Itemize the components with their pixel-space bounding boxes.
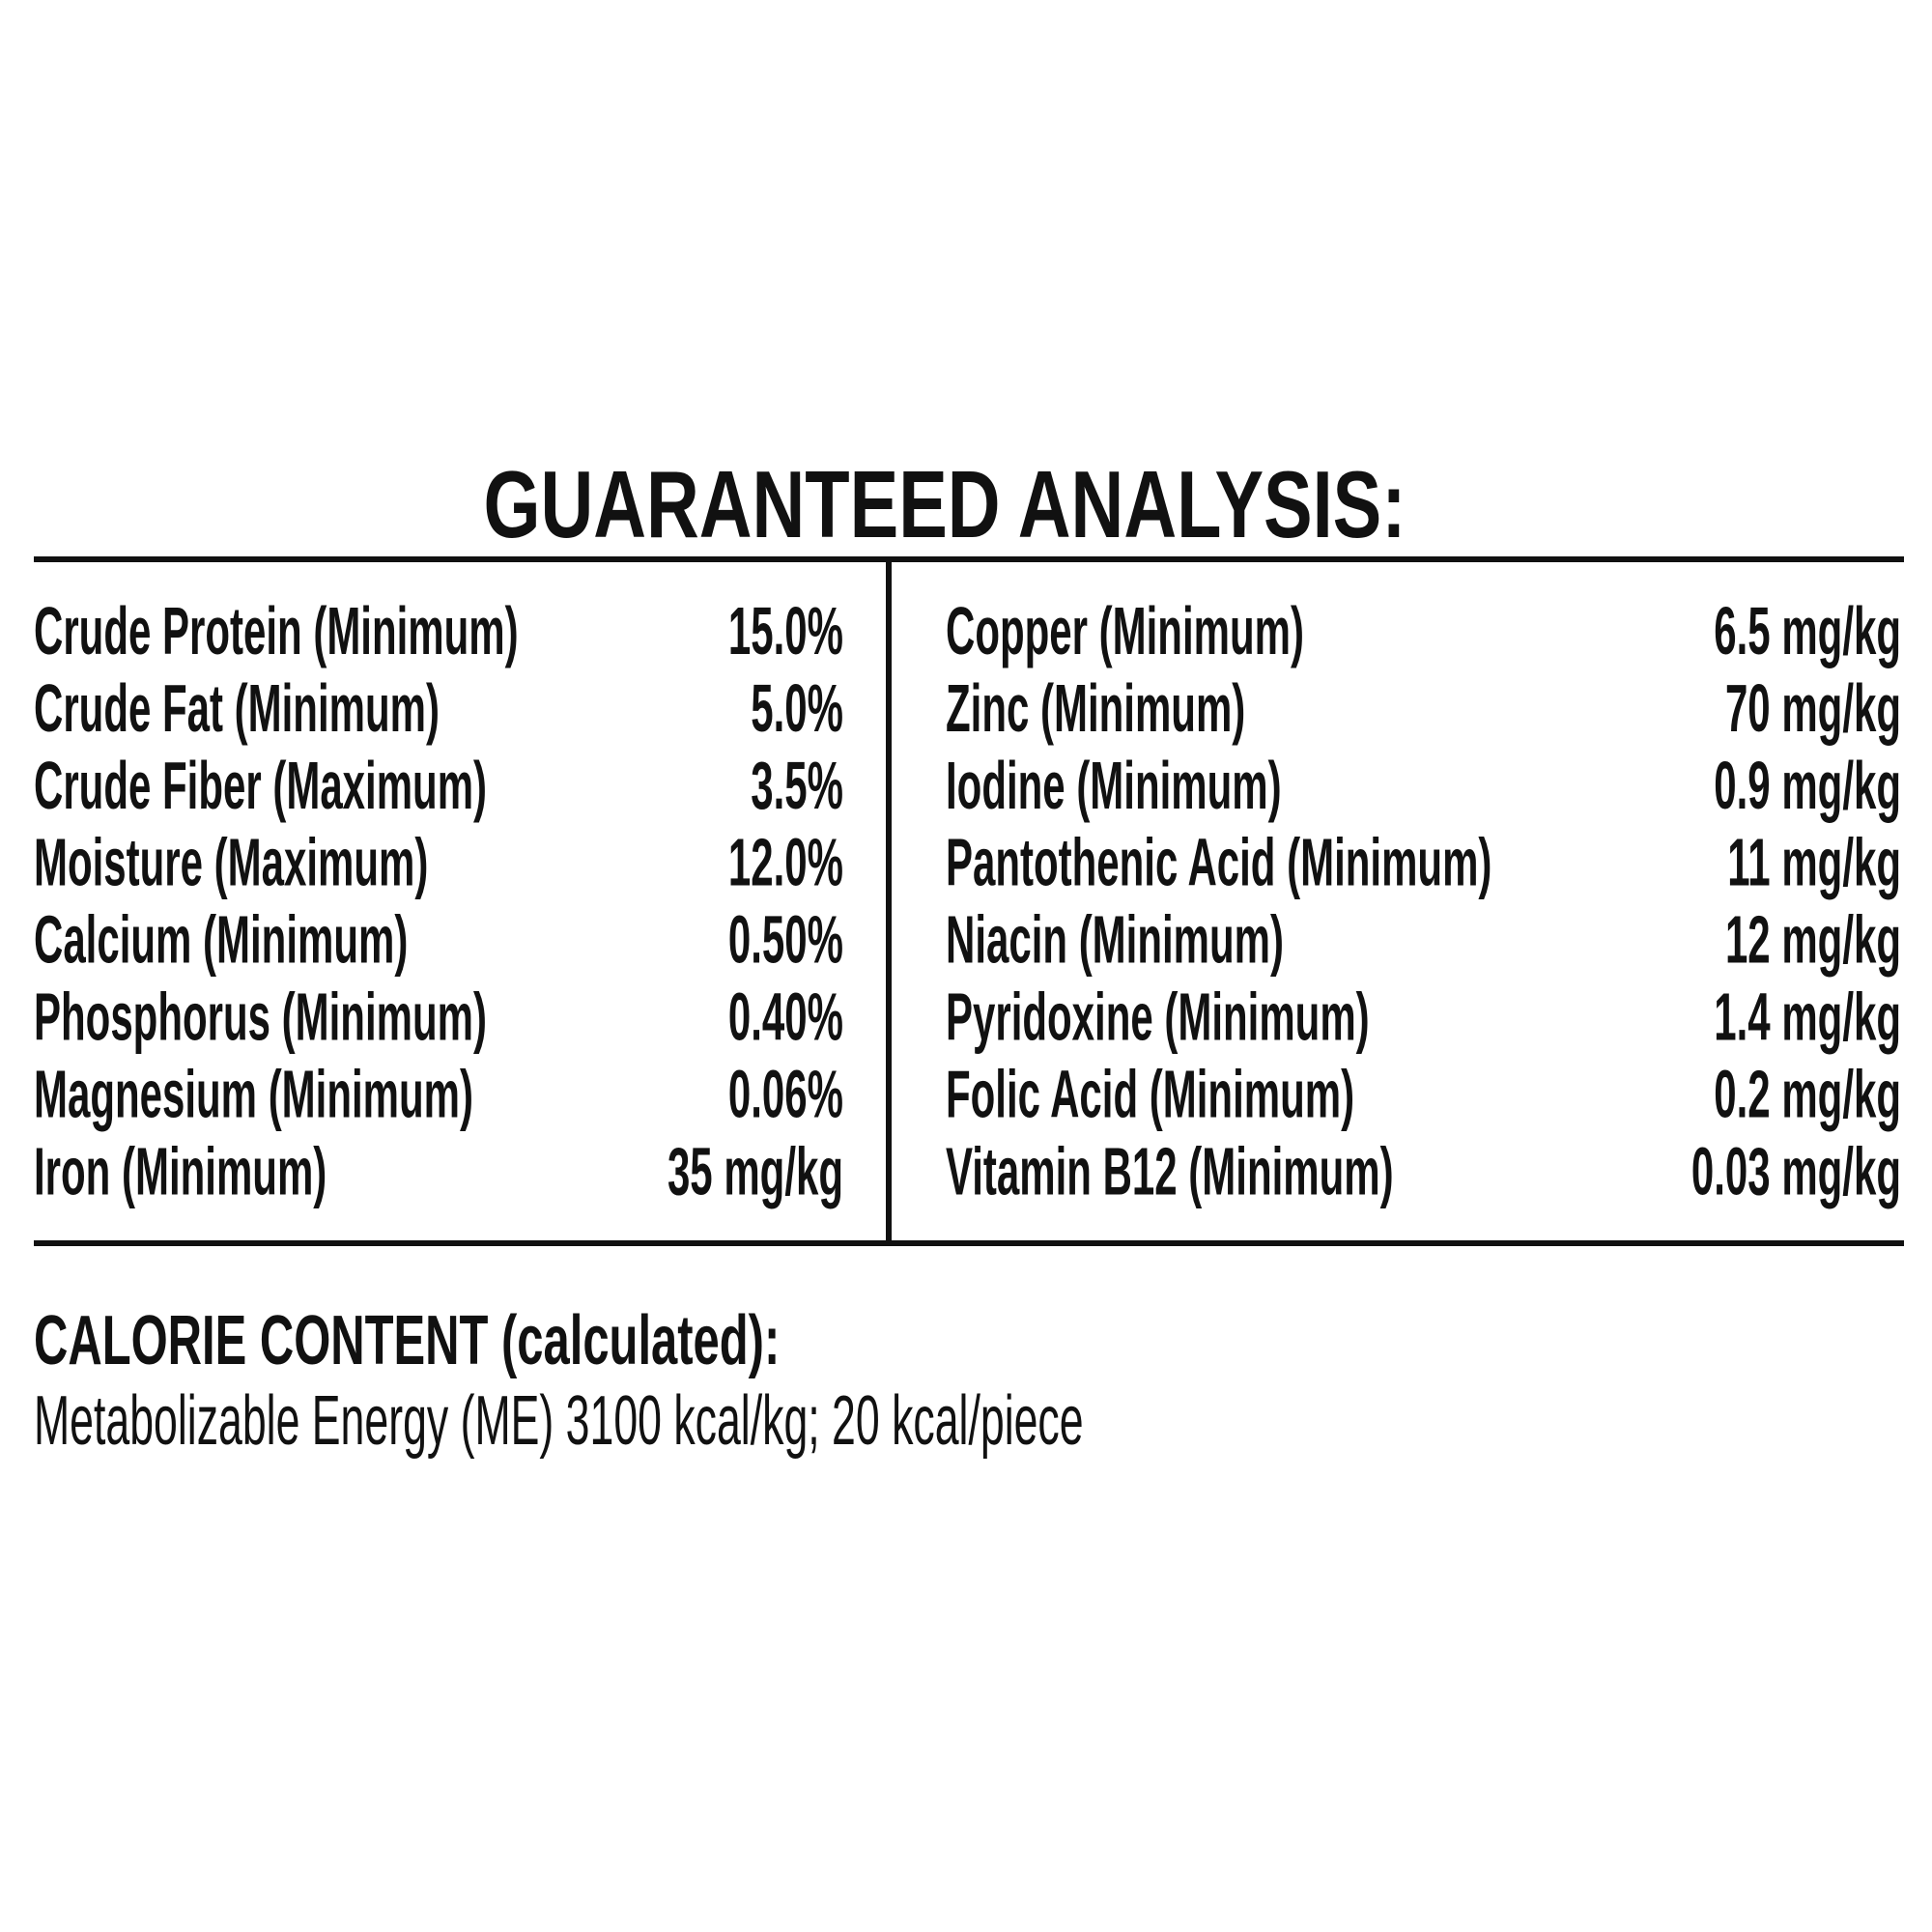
row-label-group: Vitamin B12 (Minimum) (946, 1134, 1394, 1209)
row-label-group: Crude Fiber (Maximum) (34, 749, 487, 824)
row-value: 0.9 mg/kg (1714, 749, 1901, 824)
row-value-group: 12.0% (728, 826, 843, 901)
row-value-group: 70 mg/kg (1725, 671, 1901, 747)
row-value: 1.4 mg/kg (1714, 980, 1901, 1056)
row-value-group: 1.4 mg/kg (1714, 980, 1901, 1056)
row-value: 0.50% (728, 903, 843, 979)
title: GUARANTEED ANALYSIS: (484, 451, 1406, 557)
row-label-group: Folic Acid (Minimum) (946, 1058, 1354, 1133)
row-label-group: Crude Fat (Minimum) (34, 671, 440, 747)
row-label: Pantothenic Acid (Minimum) (946, 826, 1492, 901)
calorie-heading: CALORIE CONTENT (calculated): (34, 1302, 780, 1380)
row-label: Niacin (Minimum) (946, 903, 1284, 979)
row-value-group: 5.0% (751, 671, 843, 747)
row-value: 0.06% (728, 1058, 843, 1133)
row-label: Zinc (Minimum) (946, 671, 1245, 747)
row-label-group: Pyridoxine (Minimum) (946, 980, 1370, 1056)
row-value-group: 0.50% (728, 903, 843, 979)
row-value-group: 11 mg/kg (1727, 826, 1901, 901)
calorie-text-group: Metabolizable Energy (ME) 3100 kcal/kg; … (34, 1381, 1084, 1460)
row-label: Magnesium (Minimum) (34, 1058, 473, 1133)
row-label: Iodine (Minimum) (946, 749, 1282, 824)
row-label-group: Phosphorus (Minimum) (34, 980, 487, 1056)
row-label: Phosphorus (Minimum) (34, 980, 487, 1056)
row-value: 3.5% (751, 749, 843, 824)
row-label-group: Niacin (Minimum) (946, 903, 1284, 979)
row-value-group: 0.06% (728, 1058, 843, 1133)
calorie-text: Metabolizable Energy (ME) 3100 kcal/kg; … (34, 1381, 1084, 1460)
row-value-group: 12 mg/kg (1725, 903, 1901, 979)
row-label-group: Copper (Minimum) (946, 594, 1304, 669)
row-value: 12 mg/kg (1725, 903, 1901, 979)
row-label-group: Calcium (Minimum) (34, 903, 408, 979)
row-value-group: 35 mg/kg (668, 1134, 843, 1209)
row-label: Pyridoxine (Minimum) (946, 980, 1370, 1056)
row-label: Copper (Minimum) (946, 594, 1304, 669)
row-value: 70 mg/kg (1725, 671, 1901, 747)
row-label: Folic Acid (Minimum) (946, 1058, 1354, 1133)
row-label: Iron (Minimum) (34, 1134, 327, 1209)
row-value: 15.0% (728, 594, 843, 669)
row-label-group: Iodine (Minimum) (946, 749, 1282, 824)
row-value-group: 6.5 mg/kg (1714, 594, 1901, 669)
row-value: 0.2 mg/kg (1714, 1058, 1901, 1133)
row-label-group: Moisture (Maximum) (34, 826, 428, 901)
row-label-group: Crude Protein (Minimum) (34, 594, 519, 669)
row-label: Moisture (Maximum) (34, 826, 428, 901)
row-value: 0.03 mg/kg (1691, 1134, 1901, 1209)
row-value-group: 3.5% (751, 749, 843, 824)
row-value: 0.40% (728, 980, 843, 1056)
top-rule (34, 556, 1904, 562)
row-value: 11 mg/kg (1727, 826, 1901, 901)
row-label-group: Iron (Minimum) (34, 1134, 327, 1209)
row-label-group: Pantothenic Acid (Minimum) (946, 826, 1492, 901)
row-value-group: 15.0% (728, 594, 843, 669)
row-value: 35 mg/kg (668, 1134, 843, 1209)
row-label: Crude Fat (Minimum) (34, 671, 440, 747)
row-value: 5.0% (751, 671, 843, 747)
row-label: Vitamin B12 (Minimum) (946, 1134, 1394, 1209)
row-value-group: 0.03 mg/kg (1691, 1134, 1901, 1209)
row-label: Calcium (Minimum) (34, 903, 408, 979)
row-value-group: 0.9 mg/kg (1714, 749, 1901, 824)
bottom-rule (34, 1240, 1904, 1246)
calorie-heading-group: CALORIE CONTENT (calculated): (34, 1302, 780, 1380)
row-label: Crude Fiber (Maximum) (34, 749, 487, 824)
row-value: 6.5 mg/kg (1714, 594, 1901, 669)
row-value: 12.0% (728, 826, 843, 901)
row-label-group: Magnesium (Minimum) (34, 1058, 473, 1133)
row-value-group: 0.2 mg/kg (1714, 1058, 1901, 1133)
row-label-group: Zinc (Minimum) (946, 671, 1245, 747)
row-label: Crude Protein (Minimum) (34, 594, 519, 669)
column-divider (886, 559, 892, 1243)
row-value-group: 0.40% (728, 980, 843, 1056)
